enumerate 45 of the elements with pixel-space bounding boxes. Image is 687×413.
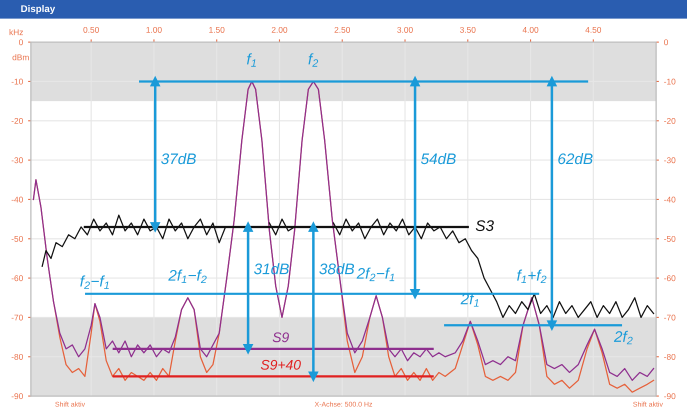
y2-tick-label: -90 xyxy=(664,393,676,400)
y2-tick-label: -70 xyxy=(664,314,676,321)
y-tick-label: -20 xyxy=(12,118,23,124)
annotation: 62dB xyxy=(558,152,593,164)
y2-tick-label: -50 xyxy=(664,236,676,242)
x-tick-label: 3.50 xyxy=(460,26,476,33)
x-tick-label: 1.50 xyxy=(209,26,224,33)
y-tick-label: -90 xyxy=(12,393,23,400)
annotation: 37dB xyxy=(161,152,196,164)
annotation: f$_{2}$−f$_{1}$ xyxy=(80,275,109,289)
x-axis-title: kHz xyxy=(10,29,23,36)
y-tick-label: -50 xyxy=(12,236,23,242)
y-tick-label: -60 xyxy=(12,275,23,282)
annotation: 54dB xyxy=(420,152,456,164)
y-tick-label: -70 xyxy=(12,314,23,321)
x-tick-label: 4.00 xyxy=(522,26,538,33)
y-tick-label: -80 xyxy=(12,354,23,360)
series-label: S3 xyxy=(476,220,494,232)
x-tick-label: 1.00 xyxy=(146,26,162,33)
y2-tick-label: -30 xyxy=(664,157,676,164)
annotation: 2f$_{1}$−f$_{2}$ xyxy=(168,270,207,284)
chart-title: Display xyxy=(21,4,56,14)
y-tick-label: 0 xyxy=(18,39,23,46)
x-tick-label: 0.50 xyxy=(83,26,99,33)
x-tick-label: 2.50 xyxy=(334,26,350,33)
annotation: f$_{1}$ xyxy=(246,53,256,67)
y-tick-label: -30 xyxy=(12,157,23,164)
annotation: f$_{2}$ xyxy=(308,53,318,67)
annotation: 2f$_{2}$ xyxy=(614,330,633,344)
y2-tick-label: -60 xyxy=(664,275,676,282)
y-axis-title: dBm xyxy=(12,54,29,60)
y2-tick-label: -10 xyxy=(664,78,676,85)
series-label: S9+40 xyxy=(260,360,301,370)
annotation: 2f$_{2}$−f$_{1}$ xyxy=(356,268,394,282)
y-tick-label: -40 xyxy=(12,196,23,203)
series-label: S9 xyxy=(272,332,289,342)
x-tick-label: 3.00 xyxy=(397,26,413,33)
y2-tick-label: -20 xyxy=(664,118,676,124)
y-tick-label: -10 xyxy=(12,78,23,85)
y2-tick-label: -40 xyxy=(664,196,676,203)
annotation: f$_{1}$+f$_{2}$ xyxy=(517,270,546,284)
x-tick-label: 4.50 xyxy=(585,26,602,33)
x-tick-label: 2.00 xyxy=(272,26,288,33)
y2-tick-label: 0 xyxy=(664,39,668,46)
y2-tick-label: -80 xyxy=(664,354,676,360)
